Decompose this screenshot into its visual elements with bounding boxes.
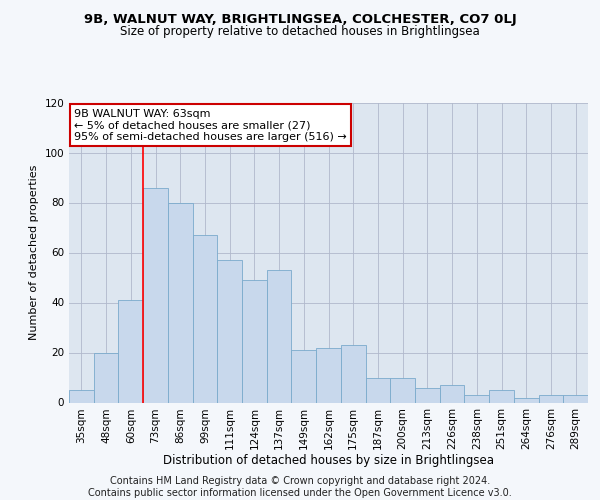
Text: 9B, WALNUT WAY, BRIGHTLINGSEA, COLCHESTER, CO7 0LJ: 9B, WALNUT WAY, BRIGHTLINGSEA, COLCHESTE… — [83, 12, 517, 26]
Bar — [168, 202, 193, 402]
Bar — [94, 352, 118, 403]
Text: 9B WALNUT WAY: 63sqm
← 5% of detached houses are smaller (27)
95% of semi-detach: 9B WALNUT WAY: 63sqm ← 5% of detached ho… — [74, 108, 347, 142]
X-axis label: Distribution of detached houses by size in Brightlingsea: Distribution of detached houses by size … — [163, 454, 494, 466]
Bar — [341, 345, 365, 403]
Text: Size of property relative to detached houses in Brightlingsea: Size of property relative to detached ho… — [120, 25, 480, 38]
Bar — [440, 385, 464, 402]
Bar — [514, 398, 539, 402]
Bar — [193, 235, 217, 402]
Bar — [415, 388, 440, 402]
Bar — [563, 395, 588, 402]
Bar — [365, 378, 390, 402]
Bar — [390, 378, 415, 402]
Y-axis label: Number of detached properties: Number of detached properties — [29, 165, 39, 340]
Bar — [217, 260, 242, 402]
Text: Contains public sector information licensed under the Open Government Licence v3: Contains public sector information licen… — [88, 488, 512, 498]
Bar — [242, 280, 267, 402]
Bar — [539, 395, 563, 402]
Bar — [292, 350, 316, 403]
Bar — [316, 348, 341, 403]
Bar — [489, 390, 514, 402]
Bar — [69, 390, 94, 402]
Bar — [464, 395, 489, 402]
Bar — [267, 270, 292, 402]
Text: Contains HM Land Registry data © Crown copyright and database right 2024.: Contains HM Land Registry data © Crown c… — [110, 476, 490, 486]
Bar — [143, 188, 168, 402]
Bar — [118, 300, 143, 402]
